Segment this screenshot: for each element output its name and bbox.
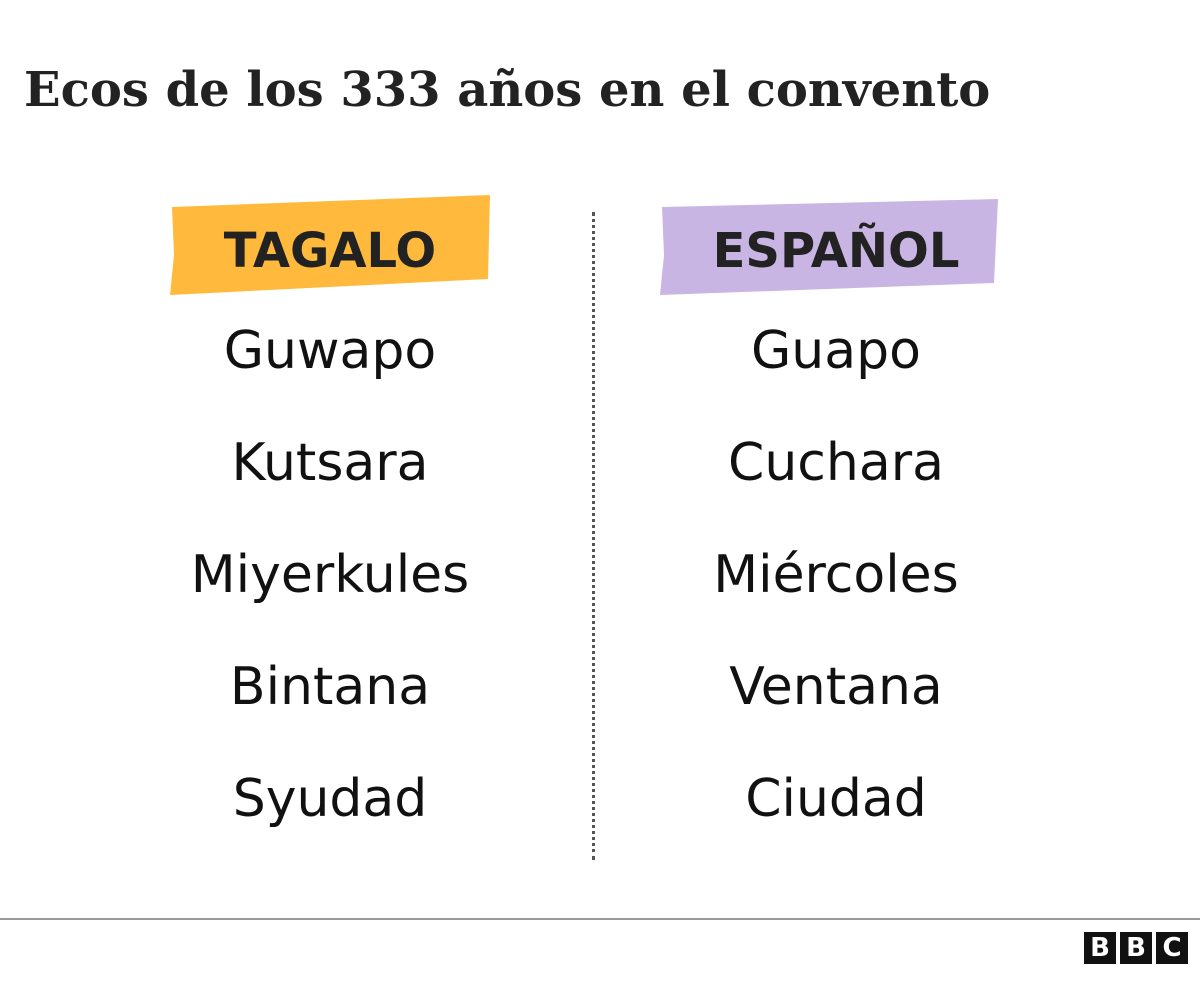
word: Ciudad [745,769,927,829]
title: Ecos de los 333 años en el convento [24,62,991,118]
header-brush [660,199,998,295]
word: Cuchara [728,433,944,493]
logo-letter: B [1120,932,1152,964]
header-brush [170,195,490,295]
word: Guwapo [223,321,437,381]
word: Miércoles [713,545,959,605]
word: Ventana [729,657,943,717]
divider [592,212,595,860]
header-text: TAGALO [223,223,437,279]
header: ESPAÑOL [636,195,1036,295]
logo-letter: B [1084,932,1116,964]
column: ESPAÑOL Guapo Cuchara Miércoles Ventana Ciud… [636,195,1036,855]
word: Guapo [751,321,921,381]
word: Bintana [229,657,431,717]
column: TAGALO Guwapo Kutsara Miyerkules Bintana Syu… [130,195,530,855]
logo-letter: C [1156,932,1188,964]
footer-rule [0,918,1200,920]
header-text: ESPAÑOL [712,223,960,279]
header: TAGALO [130,195,530,295]
logo: B B C [1084,932,1188,964]
word: Syudad [232,769,428,829]
word: Miyerkules [190,545,470,605]
word: Kutsara [231,433,429,493]
